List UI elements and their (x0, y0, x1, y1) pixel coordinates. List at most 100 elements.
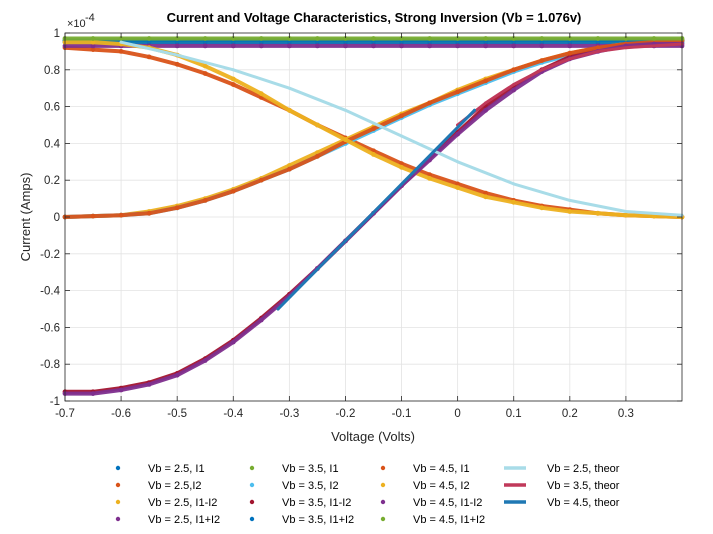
legend-entry: Vb = 2.5, I1-I2 (115, 497, 217, 509)
y-exponent-base: ×10 (67, 18, 86, 30)
series-14-point (596, 49, 600, 53)
series-10-point (258, 91, 264, 97)
series-13-point (119, 40, 123, 44)
series-11-point (118, 387, 124, 393)
legend-entry: Vb = 3.5, theor (504, 480, 620, 492)
series-12-point (595, 36, 601, 41)
series-10-point (287, 107, 292, 113)
series-9-point (90, 213, 96, 219)
x-tick-label: 0 (454, 408, 460, 420)
series-10-point (230, 76, 236, 82)
series-10-point (90, 39, 96, 45)
legend-label: Vb = 3.5, theor (547, 480, 620, 492)
series-4-point (511, 43, 517, 49)
x-tick-label: 0.2 (562, 408, 578, 420)
series-4-point (399, 43, 404, 49)
series-9-point (483, 78, 489, 84)
y-tick-label: 0.2 (44, 175, 60, 187)
legend-entry: Vb = 2.5, theor (504, 463, 620, 475)
legend-entry: Vb = 2.5, I1 (115, 463, 205, 475)
legend-entry: Vb = 3.5, I1-I2 (249, 497, 351, 509)
legend-entry: Vb = 4.5, I2 (380, 480, 470, 492)
legend-entry: Vb = 3.5, I1+I2 (249, 514, 354, 526)
series-13-point (400, 134, 403, 138)
y-tick-label: 0.4 (44, 138, 61, 150)
plot-area: -0.7 -0.6 -0.5 -0.4 -0.3 -0.2 -0.1 0 0.1 0.2 0.3 -1… (40, 28, 685, 420)
legend-dot-swatch (115, 482, 121, 488)
series-4-point (343, 43, 348, 49)
series-12-point (427, 36, 432, 41)
legend-dot-swatch (249, 516, 255, 522)
series-9-point (539, 58, 545, 63)
chart-title: Current and Voltage Characteristics, Str… (167, 10, 582, 25)
series-12-point (287, 36, 292, 41)
series-11-point (90, 391, 96, 396)
series-11-point (174, 372, 180, 378)
series-14-point (484, 101, 488, 105)
legend-dot-swatch (380, 499, 386, 505)
series-2-point (118, 49, 124, 54)
legend-label: Vb = 3.5, I1-I2 (282, 497, 351, 509)
series-10-point (371, 152, 376, 157)
series-13-point (456, 160, 460, 164)
series-13-point (512, 182, 516, 186)
legend-label: Vb = 2.5,I2 (148, 480, 202, 492)
y-exponent: ×10 -4 (67, 12, 95, 30)
series-13-point (568, 198, 572, 202)
ticks: -0.7 -0.6 -0.5 -0.4 -0.3 -0.2 -0.1 0 0.1 0.2 0.3 -1… (40, 28, 682, 420)
series-12-point (455, 36, 460, 41)
series-12-point (399, 36, 404, 41)
legend-entry: Vb = 3.5, I1 (249, 463, 339, 475)
series-4-point (315, 43, 320, 49)
series-2-point (174, 61, 180, 67)
series-9-point (427, 100, 432, 106)
y-tick-label: -0.6 (40, 322, 60, 334)
y-tick-label: 1 (54, 28, 60, 40)
series-12-point (258, 36, 264, 41)
legend-dot-swatch (115, 499, 121, 505)
series-14-point (568, 57, 572, 61)
legend-dot-swatch (115, 516, 121, 522)
legend-dot-swatch (380, 465, 386, 471)
series-4-point (483, 43, 489, 49)
x-tick-label: -0.1 (392, 408, 412, 420)
series-2-point (146, 54, 152, 60)
series-2-point (90, 47, 96, 52)
legend-entry: Vb = 2.5, I1+I2 (115, 514, 220, 526)
legend-label: Vb = 4.5, I1+I2 (413, 514, 485, 526)
series-4-point (287, 43, 292, 49)
series-14-point (540, 68, 544, 72)
series-9-point (371, 126, 376, 132)
legend-label: Vb = 3.5, I1 (282, 463, 339, 475)
series-10-point (399, 164, 404, 170)
x-tick-label: -0.4 (223, 408, 243, 420)
series-2-point (230, 82, 236, 87)
legend-label: Vb = 4.5, theor (547, 497, 620, 509)
legend-label: Vb = 2.5, I1-I2 (148, 497, 217, 509)
series-4-point (90, 43, 96, 49)
series-12-point (483, 36, 489, 41)
series-14-point (624, 46, 628, 50)
series-9-point (595, 45, 601, 51)
y-tick-label: 0.6 (44, 102, 60, 114)
series-2-point (202, 71, 208, 76)
x-tick-label: -0.6 (111, 408, 131, 420)
series-11-point (258, 317, 264, 323)
series-4-point (427, 43, 432, 49)
series-9-point (202, 198, 208, 203)
series-9-point (315, 153, 320, 159)
series-layer (62, 36, 685, 396)
legend-entry: Vb = 4.5, I1 (380, 463, 470, 475)
x-tick-label: 0.1 (506, 408, 522, 420)
series-11-point (230, 339, 236, 345)
legend-dot-swatch (115, 465, 121, 471)
series-9-point (174, 205, 180, 211)
series-12-point (623, 36, 629, 41)
legend-dot-swatch (249, 499, 255, 505)
series-9-point (230, 188, 236, 194)
series-12-point (511, 36, 517, 41)
series-4-point (174, 43, 180, 49)
series-9-point (258, 177, 264, 183)
legend-label: Vb = 2.5, I1 (148, 463, 205, 475)
